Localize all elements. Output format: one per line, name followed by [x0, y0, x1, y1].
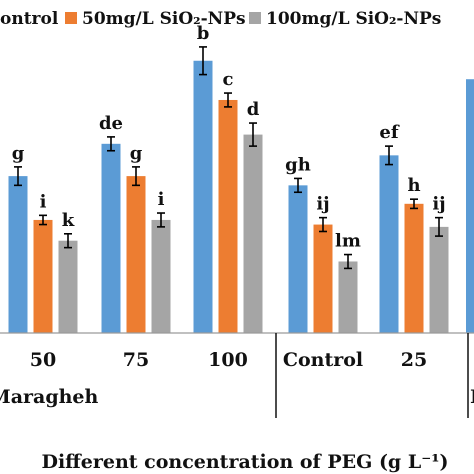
x-axis: 50 75 100 Control 25 Maragheh H [0, 332, 474, 418]
significance-letter: c [223, 69, 234, 90]
x-axis-label: Different concentration of PEG (g L⁻¹) [41, 451, 448, 473]
significance-letter: g [12, 143, 25, 164]
error-bar [294, 177, 302, 194]
error-bar [249, 122, 257, 147]
legend-entry-100mg-l-sio-nps: 100mg/L SiO₂-NPs [249, 9, 441, 29]
error-bar [319, 216, 327, 233]
legend-entry-50mg-l-sio-nps: 50mg/L SiO₂-NPs [65, 9, 246, 29]
error-bar [344, 253, 352, 270]
significance-letter: k [62, 210, 75, 231]
error-bar [199, 46, 207, 76]
bar-control-25 [379, 155, 399, 333]
error-bar [435, 216, 443, 237]
bar-control-100 [193, 60, 213, 333]
error-bar [14, 166, 22, 187]
bar-100mg-l-sio-nps-100 [243, 134, 263, 333]
error-bar [132, 166, 140, 187]
legend-entry-control: ontrol [0, 9, 59, 29]
error-bar [64, 232, 72, 249]
significance-letter: de [99, 113, 123, 134]
significance-letter: gh [285, 154, 311, 175]
tick-label-control: Control [283, 349, 363, 371]
significance-letter: b [197, 23, 210, 44]
bar-50mg-l-sio-nps-75 [126, 176, 146, 333]
significance-letter: lm [335, 231, 361, 252]
legend-label: 100mg/L SiO₂-NPs [266, 9, 441, 29]
group-label: Maragheh [0, 386, 99, 408]
significance-letter: h [407, 175, 420, 196]
bar-control-75 [101, 143, 121, 333]
significance-letter: i [40, 191, 47, 212]
legend: ontrol 50mg/L SiO₂-NPs 100mg/L SiO₂-NPs [0, 9, 441, 29]
bar-50mg-l-sio-nps-25 [404, 203, 424, 333]
tick-label-25: 25 [401, 349, 427, 371]
bar-50mg-l-sio-nps-100 [218, 99, 238, 333]
group-label: H [470, 386, 474, 408]
tick-label-75: 75 [123, 349, 149, 371]
error-bar [39, 214, 47, 226]
legend-label: ontrol [0, 9, 59, 29]
significance-letter: d [247, 99, 260, 120]
significance-letter: ij [316, 194, 329, 215]
error-bar [157, 212, 165, 228]
error-bar [410, 198, 418, 210]
significance-letter: ij [432, 194, 445, 215]
legend-label: 50mg/L SiO₂-NPs [82, 9, 246, 29]
error-bar [107, 136, 115, 152]
legend-swatch [249, 12, 261, 24]
significance-letter: ef [379, 122, 399, 143]
error-bar [385, 145, 393, 166]
tick-label-100: 100 [208, 349, 248, 371]
bar-100mg-l-sio-nps-control [338, 261, 358, 333]
legend-swatch [65, 12, 77, 24]
significance-letter: i [158, 189, 165, 210]
bar-control-50 [8, 176, 28, 333]
bar-50mg-l-sio-nps-50 [33, 219, 53, 333]
significance-letter: g [130, 143, 143, 164]
bar-cropped [466, 79, 474, 333]
bar-100mg-l-sio-nps-50 [58, 240, 78, 333]
bar-control-control [288, 185, 308, 333]
bar-50mg-l-sio-nps-control [313, 224, 333, 333]
bar-100mg-l-sio-nps-75 [151, 219, 171, 333]
tick-label-50: 50 [30, 349, 56, 371]
bar-100mg-l-sio-nps-25 [429, 226, 449, 333]
error-bar [224, 92, 232, 108]
